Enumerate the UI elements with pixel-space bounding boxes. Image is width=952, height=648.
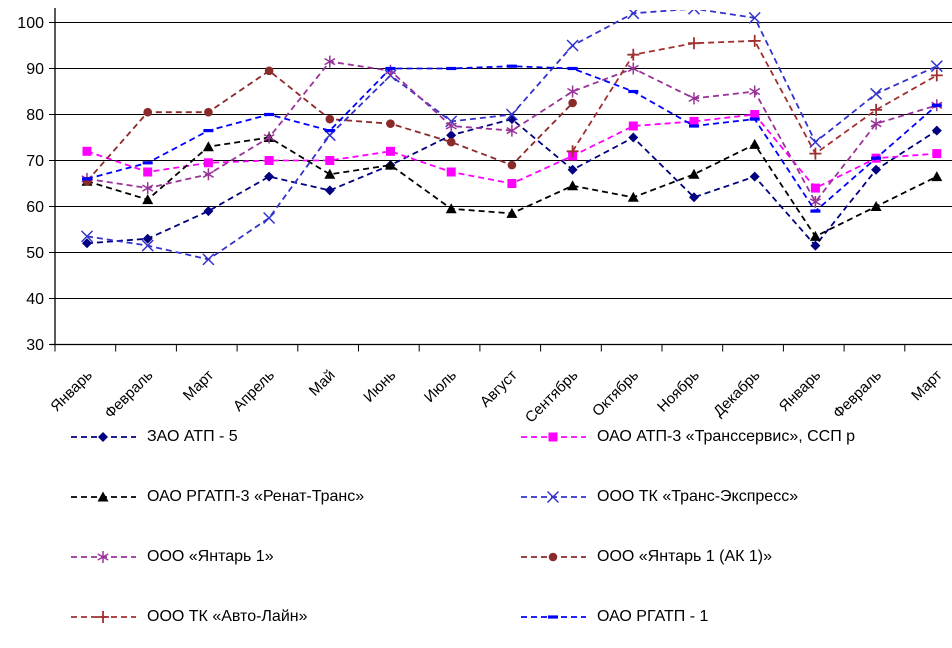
legend-item-6: ООО ТК «Авто-Лайн»: [70, 607, 307, 627]
y-axis-label: 50: [26, 245, 44, 262]
series-3: [80, 10, 943, 266]
series-7: [82, 64, 942, 213]
y-axis-label: 100: [17, 15, 44, 32]
series-0: [82, 114, 942, 251]
axes: [50, 8, 952, 352]
legend-item-3: ООО ТК «Транс-Экспресс»: [520, 487, 798, 507]
legend-label: ОАО РГАТП - 1: [597, 608, 709, 625]
legend-label: ООО «Янтарь 1»: [147, 548, 274, 565]
x-axis-label: Февраль: [830, 367, 885, 422]
legend-label: ООО ТК «Авто-Лайн»: [147, 608, 308, 625]
series-plot: [80, 10, 943, 266]
legend-marker-dash-icon: [521, 615, 586, 619]
legend-marker-plus-icon: [71, 611, 136, 623]
x-axis-label: Январь: [776, 367, 825, 416]
x-axis-label: Август: [477, 367, 521, 411]
legend-marker-asterisk-icon: [71, 551, 136, 563]
x-axis-label: Июнь: [360, 367, 399, 406]
legend-label: ЗАО АТП - 5: [147, 428, 238, 445]
y-axis-label: 60: [26, 199, 44, 216]
series-2: [81, 132, 943, 241]
legend-item-4: ООО «Янтарь 1»: [70, 547, 274, 567]
legend-marker-diamond-icon: [71, 432, 136, 442]
x-axis-label: Май: [306, 367, 339, 400]
legend-item-0: ЗАО АТП - 5: [70, 427, 238, 447]
grid: 30 40 50 60 70 80 90 100: [17, 15, 952, 354]
legend-marker-square-icon: [521, 432, 586, 442]
series-line-4: [86, 60, 938, 204]
x-axis-label: Декабрь: [710, 367, 764, 421]
legend-item-1: ОАО АТП-3 «Транссервис», ССП р: [520, 427, 855, 447]
legend-label: ОАО РГАТП-3 «Ренат-Транс»: [147, 488, 365, 505]
y-axis-label: 40: [26, 291, 44, 308]
x-axis-label: Март: [180, 367, 217, 404]
series-6: [566, 34, 943, 160]
legend-marker-x-icon: [521, 490, 586, 504]
legend-label: ООО ТК «Транс-Экспресс»: [597, 488, 799, 505]
x-axis-label: Февраль: [101, 367, 156, 422]
legend-item-5: ООО «Янтарь 1 (АК 1)»: [520, 547, 772, 567]
series-5: [82, 66, 577, 186]
x-axis-label: Сентябрь: [522, 367, 582, 427]
legend-label: ООО «Янтарь 1 (АК 1)»: [597, 548, 773, 565]
legend-item-7: ОАО РГАТП - 1: [520, 607, 708, 627]
x-axis-label: Июль: [421, 367, 460, 406]
series-4: [81, 55, 943, 208]
x-axis-label: Апрель: [230, 367, 278, 415]
x-axis-label: Ноябрь: [654, 367, 703, 416]
x-axis-label: Март: [908, 367, 945, 404]
y-axis-label: 30: [26, 337, 44, 354]
x-axis-labels: Январь Февраль Март Апрель Май Июнь Июль Август…: [47, 367, 945, 427]
legend-item-2: ОАО РГАТП-3 «Ренат-Транс»: [70, 487, 364, 507]
legend-marker-triangle-icon: [71, 491, 136, 502]
x-axis-label: Октябрь: [589, 367, 642, 420]
y-axis-label: 90: [26, 61, 44, 78]
x-axis-label: Январь: [47, 367, 96, 416]
legend-marker-circle-icon: [521, 552, 586, 562]
y-axis-label: 80: [26, 107, 44, 124]
y-axis-label: 70: [26, 153, 44, 170]
legend-label: ОАО АТП-3 «Транссервис», ССП р: [597, 428, 856, 445]
